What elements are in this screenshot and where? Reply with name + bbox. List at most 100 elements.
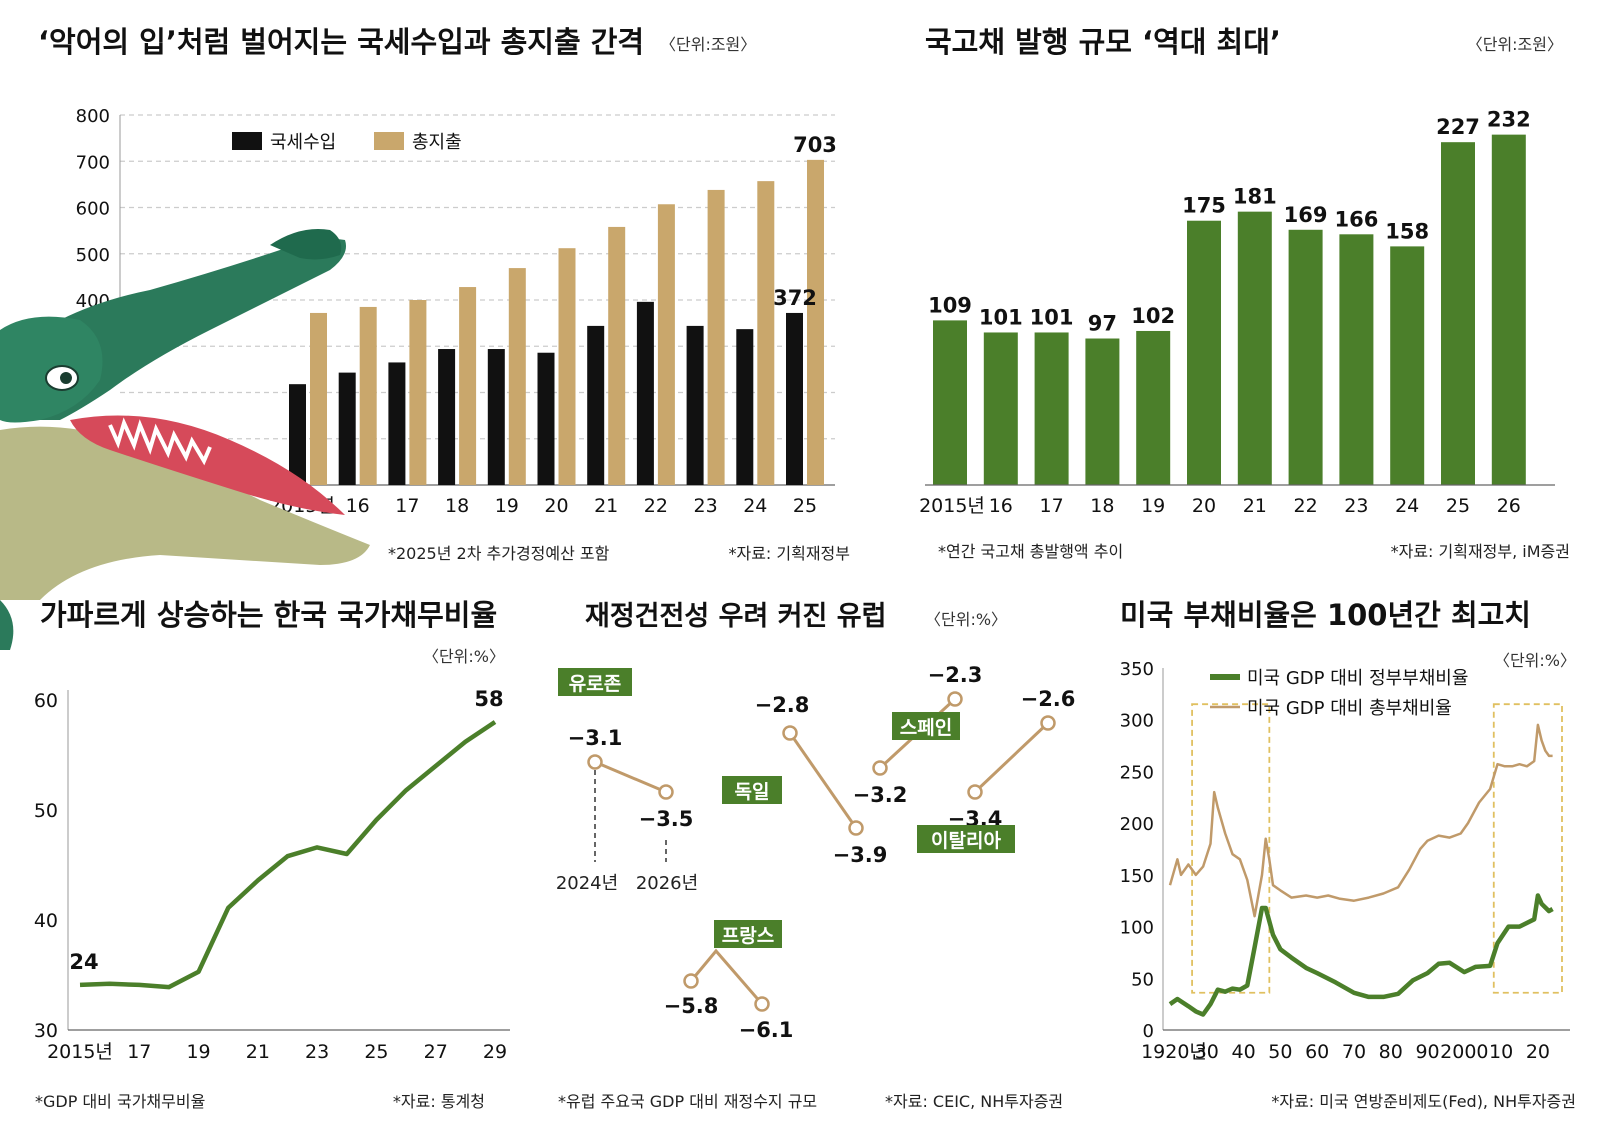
europe-series-point (683, 973, 699, 989)
legend-label-revenue: 국세수입 (270, 132, 336, 153)
panel2-x-tick-label: 18 (1090, 495, 1114, 517)
panel5-y-tick-label: 200 (1120, 814, 1154, 835)
panel5-x-tick-label: 90 (1415, 1041, 1439, 1063)
alligator-snout-tip (270, 229, 342, 260)
revenue-bar (388, 362, 406, 485)
europe-series-point (947, 691, 963, 707)
europe-value-label: −3.9 (833, 843, 888, 867)
europe-series-point (872, 760, 888, 776)
europe-series-line (788, 732, 858, 829)
expenditure-bar (807, 159, 824, 486)
panel4-x-label-2024: 2024년 (556, 873, 618, 894)
panel1-x-tick-label: 21 (594, 495, 618, 517)
panel5-y-tick-label: 350 (1120, 659, 1154, 680)
panel1-value-label: 703 (793, 133, 837, 157)
panel2-x-tick-labels: 2015년 16 17 18 19 20 21 22 23 24 25 26 (919, 495, 1521, 517)
alligator-neck (0, 600, 14, 650)
europe-country-tag (558, 668, 632, 696)
korea-debt-line (79, 720, 497, 990)
revenue-bar (636, 301, 654, 485)
europe-value-label: −2.8 (755, 693, 810, 717)
panel1-legend: 국세수입 총지출 (232, 132, 462, 153)
panel3-point-label: 24 (69, 950, 98, 974)
panel2-x-tick-label: 22 (1294, 495, 1318, 517)
panel-treasury-bonds: 국고채 발행 규모 ‘역대 최대’ 〈단위:조원〉 109 101 101 97 102… (919, 25, 1570, 561)
bond-bar (1491, 134, 1526, 485)
revenue-bar (686, 325, 704, 485)
panel2-x-tick-label: 2015년 (919, 495, 985, 517)
bond-bar (1288, 229, 1323, 485)
panel5-title: 미국 부채비율은 100년간 최고치 (1120, 598, 1531, 632)
panel-korea-debt: 가파르게 상승하는 한국 국가채무비율 〈단위:%〉 30 40 50 60 2015년… (34, 598, 510, 1111)
panel5-x-tick-label: 60 (1305, 1041, 1329, 1063)
europe-series-point (848, 820, 864, 836)
europe-series-point (1040, 715, 1056, 731)
panel3-x-tick-label: 23 (305, 1041, 329, 1063)
bond-bar (1085, 338, 1120, 485)
panel5-y-tick-label: 50 (1131, 969, 1154, 990)
bond-value-label: 101 (1030, 305, 1074, 329)
bond-value-label: 169 (1284, 203, 1328, 227)
revenue-bar (537, 352, 555, 485)
europe-country-tag (892, 712, 960, 740)
panel4-x-axis-markers: 2024년 2026년 (556, 770, 698, 894)
bond-bar (1390, 246, 1425, 485)
us-total-debt-line (1168, 723, 1553, 918)
legend-swatch-expenditure (374, 132, 404, 150)
panel1-x-tick-label: 24 (743, 495, 767, 517)
panel2-x-tick-label: 24 (1395, 495, 1419, 517)
bond-bar (1339, 234, 1374, 485)
alligator-pupil (60, 372, 72, 384)
panel2-value-labels: 109 101 101 97 102 175 181 169 166 158 227 232 (928, 108, 1531, 336)
expenditure-bar (558, 248, 576, 485)
alligator-teeth (108, 417, 212, 466)
panel2-x-tick-label: 16 (989, 495, 1013, 517)
panel5-y-tick-label: 100 (1120, 918, 1154, 939)
panel-europe-fiscal: 재정건전성 우려 커진 유럽 〈단위:%〉 −3.1 −3.5 유로존 −2.8 −3.… (556, 601, 1076, 1111)
panel1-x-tick-label: 22 (644, 495, 668, 517)
europe-value-label: −3.1 (568, 726, 623, 750)
legend-swatch-revenue (232, 132, 262, 150)
panel3-x-tick-label: 17 (127, 1041, 151, 1063)
bond-value-label: 175 (1182, 194, 1226, 218)
panel4-source: *자료: CEIC, NH투자증권 (885, 1092, 1063, 1111)
bond-bar (983, 332, 1018, 485)
panel1-x-tick-label: 19 (495, 495, 519, 517)
revenue-bar (786, 312, 803, 485)
panel3-x-tick-label: 25 (364, 1041, 388, 1063)
bond-value-label: 166 (1334, 207, 1378, 231)
panel5-x-tick-label: 1920년 (1141, 1041, 1207, 1063)
europe-value-label: −2.6 (1021, 687, 1076, 711)
europe-series-line (594, 760, 667, 794)
panel5-highlight-box (1492, 703, 1563, 994)
panel2-x-tick-label: 19 (1141, 495, 1165, 517)
panel4-title: 재정건전성 우려 커진 유럽 (585, 601, 886, 632)
panel1-y-tick-label: 600 (76, 199, 110, 220)
expenditure-bar (707, 189, 725, 486)
europe-country-label: 스페인 (900, 717, 952, 739)
europe-country-tag (917, 825, 1015, 853)
bond-value-label: 232 (1487, 108, 1531, 132)
bond-bar (1187, 220, 1221, 485)
bond-bar (1237, 211, 1272, 485)
panel3-x-tick-label: 2015년 (47, 1041, 113, 1063)
panel5-y-tick-label: 0 (1143, 1021, 1154, 1042)
europe-series-line (689, 948, 764, 1005)
alligator-illustration (0, 229, 370, 650)
panel2-note: *연간 국고채 총발행액 추이 (938, 542, 1123, 561)
panel2-source: *자료: 기획재정부, iM증권 (1391, 542, 1570, 561)
panel4-x-label-2026: 2026년 (636, 873, 698, 894)
europe-series-line (973, 721, 1050, 794)
revenue-bar (289, 384, 306, 485)
us-government-debt-line (1168, 893, 1554, 1017)
europe-country-label: 유로존 (569, 673, 621, 695)
panel5-x-tick-label: 50 (1268, 1041, 1292, 1063)
europe-country-label: 이탈리아 (931, 830, 1001, 852)
panel2-x-tick-label: 25 (1446, 495, 1470, 517)
revenue-bar (736, 329, 754, 485)
panel5-x-tick-label: 80 (1379, 1041, 1403, 1063)
panel1-title: ‘악어의 입’처럼 벌어지는 국세수입과 총지출 간격 (38, 25, 644, 59)
